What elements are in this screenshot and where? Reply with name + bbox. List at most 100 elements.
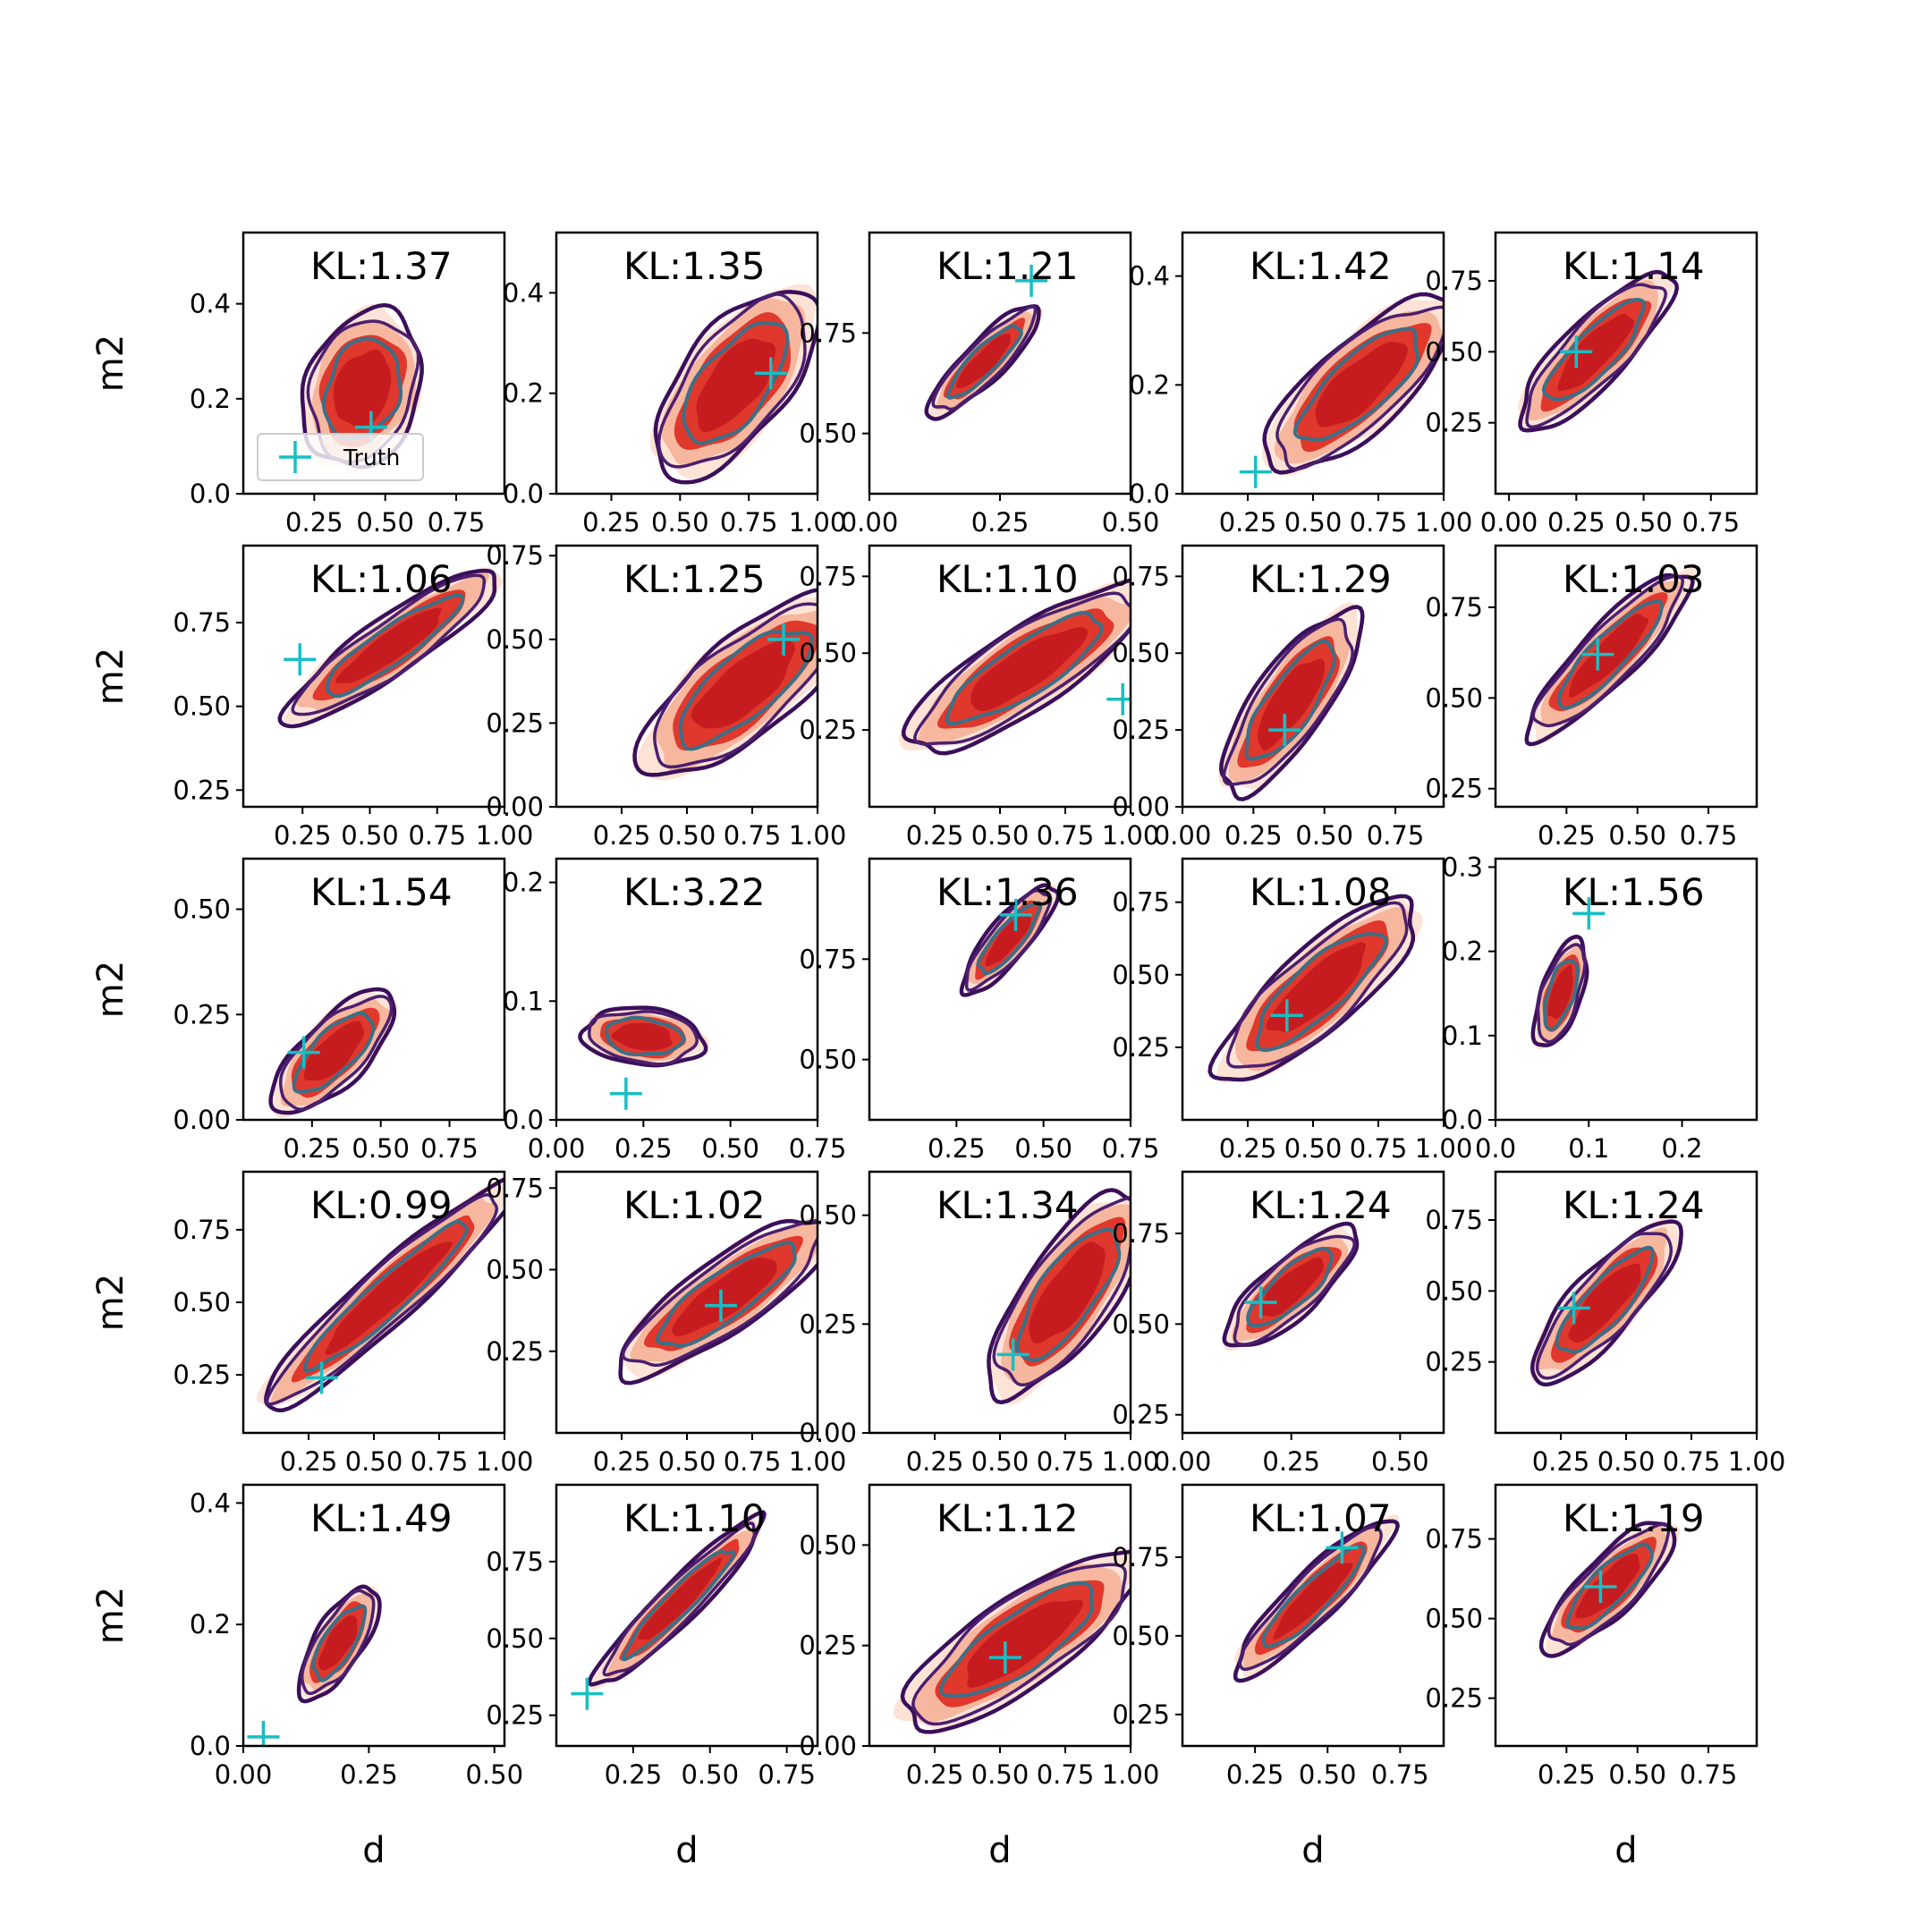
axes-frame bbox=[868, 857, 1132, 1122]
x-tick-label: 1.00 bbox=[1102, 1759, 1160, 1790]
contour-line bbox=[602, 1521, 757, 1677]
truth-marker bbox=[754, 357, 787, 390]
y-tick-label: 0.25 bbox=[173, 1360, 231, 1390]
axes-frame bbox=[242, 1483, 506, 1748]
y-axis-label: m2 bbox=[90, 961, 131, 1018]
y-tick-label: 0.25 bbox=[1425, 1347, 1483, 1377]
axes-frame bbox=[1494, 857, 1758, 1122]
density-fill bbox=[1029, 1241, 1106, 1344]
y-tick-label: 0.25 bbox=[1112, 1400, 1170, 1430]
x-tick-label: 0.25 bbox=[971, 507, 1030, 538]
x-tick-label: 0.50 bbox=[1284, 1133, 1343, 1164]
contour-line bbox=[1015, 1227, 1122, 1362]
y-tick-label: 0.0 bbox=[1129, 479, 1170, 509]
y-tick-label: 0.25 bbox=[486, 1336, 544, 1367]
contour-line bbox=[913, 591, 1131, 746]
y-tick-label: 0.50 bbox=[799, 1045, 857, 1075]
density-fill bbox=[691, 640, 795, 729]
x-tick-label: 0.75 bbox=[758, 1759, 816, 1790]
kl-annotation: KL:1.12 bbox=[936, 1496, 1079, 1540]
axes-frame bbox=[242, 544, 506, 809]
x-tick-label: 0.75 bbox=[1371, 1759, 1429, 1790]
y-tick-label: 0.00 bbox=[1112, 792, 1170, 822]
kl-annotation: KL:1.10 bbox=[623, 1496, 766, 1540]
density-layer bbox=[1208, 894, 1423, 1083]
x-tick-label: 0.00 bbox=[528, 1133, 586, 1164]
contour-line bbox=[1556, 599, 1664, 710]
x-tick-label: 0.50 bbox=[345, 1446, 403, 1477]
x-tick-label: 0.75 bbox=[1037, 1759, 1095, 1790]
y-tick-label: 0.4 bbox=[1129, 261, 1170, 292]
y-tick-label: 0.25 bbox=[173, 999, 231, 1030]
kl-annotation: KL:1.02 bbox=[623, 1183, 766, 1227]
contour-line bbox=[656, 1241, 797, 1348]
density-layer bbox=[649, 284, 818, 485]
truth-marker bbox=[571, 1677, 604, 1710]
legend-box bbox=[257, 433, 424, 481]
truth-marker bbox=[1560, 335, 1593, 369]
density-layer bbox=[1239, 292, 1444, 488]
density-fill bbox=[325, 1241, 453, 1355]
x-tick-label: 0.50 bbox=[1295, 820, 1353, 851]
x-tick-label: 0.25 bbox=[1538, 1759, 1596, 1790]
contour-line bbox=[1261, 1544, 1367, 1648]
contour-line bbox=[296, 1584, 382, 1704]
contour-line bbox=[945, 610, 1105, 725]
x-tick-label: 0.50 bbox=[1284, 507, 1343, 538]
density-fill bbox=[1557, 313, 1634, 392]
x-tick-label: 0.75 bbox=[724, 1446, 782, 1477]
density-layer bbox=[247, 1584, 382, 1746]
x-tick-label: 0.50 bbox=[1608, 1759, 1666, 1790]
truth-marker bbox=[767, 623, 801, 656]
y-tick-label: 0.0 bbox=[1442, 1105, 1483, 1135]
contour-line bbox=[653, 602, 818, 769]
density-fill bbox=[672, 1257, 777, 1336]
subplot-22: 0.25 0.50 0.75 0.25 0.50 0.75 KL:1.10 d bbox=[486, 1483, 819, 1871]
x-tick-label: 0.25 bbox=[593, 820, 651, 851]
density-layer bbox=[924, 264, 1048, 421]
kl-annotation: KL:1.10 bbox=[936, 557, 1079, 601]
kl-annotation: KL:1.37 bbox=[310, 244, 453, 288]
x-tick-label: 1.00 bbox=[1102, 820, 1160, 851]
density-fill bbox=[1547, 965, 1573, 1020]
y-tick-label: 0.00 bbox=[799, 1731, 857, 1761]
kl-annotation: KL:0.99 bbox=[310, 1183, 453, 1227]
x-axis-label: d bbox=[362, 1830, 385, 1871]
subplot-5: 0.00 0.25 0.50 0.75 0.25 0.50 0.75 KL:1.14 bbox=[1425, 231, 1758, 538]
contour-line bbox=[325, 593, 465, 699]
subplot-11: 0.25 0.50 0.75 0.00 0.25 0.50 KL:1.54 m2 bbox=[90, 857, 506, 1164]
x-tick-label: 0.25 bbox=[1219, 507, 1277, 538]
contour-line bbox=[1524, 572, 1695, 747]
truth-marker bbox=[1239, 455, 1272, 488]
y-tick-label: 0.0 bbox=[190, 1731, 231, 1761]
y-tick-label: 0.25 bbox=[486, 1700, 544, 1731]
density-fill bbox=[318, 1614, 358, 1671]
x-axis-label: d bbox=[1301, 1830, 1324, 1871]
truth-marker bbox=[287, 1036, 320, 1069]
truth-marker bbox=[1015, 264, 1048, 297]
y-tick-label: 0.50 bbox=[1425, 336, 1483, 367]
contour-line bbox=[587, 1510, 767, 1687]
x-axis-label: d bbox=[1614, 1830, 1637, 1871]
contour-line bbox=[302, 1219, 469, 1373]
x-tick-label: 0.25 bbox=[1538, 820, 1596, 851]
x-tick-label: 0.50 bbox=[971, 1759, 1030, 1790]
subplot-14: 0.25 0.50 0.75 1.000.250.500.75 KL:1.08 bbox=[1112, 857, 1472, 1164]
x-tick-label: 0.75 bbox=[1350, 1133, 1408, 1164]
x-tick-label: 0.25 bbox=[614, 1133, 673, 1164]
x-tick-label: 0.75 bbox=[789, 1133, 847, 1164]
x-tick-label: 0.75 bbox=[411, 1446, 469, 1477]
x-tick-label: 1.00 bbox=[1102, 1446, 1160, 1477]
density-fill bbox=[1258, 658, 1326, 750]
subplot-8: 0.25 0.50 0.75 1.000.250.500.75 KL:1.10 bbox=[799, 544, 1160, 851]
density-layer bbox=[1538, 1521, 1681, 1658]
x-tick-label: 0.50 bbox=[658, 1446, 716, 1477]
y-tick-label: 0.2 bbox=[503, 868, 544, 898]
x-tick-label: 0.25 bbox=[284, 1133, 342, 1164]
x-tick-label: 1.00 bbox=[1415, 507, 1473, 538]
y-tick-label: 0.00 bbox=[173, 1105, 231, 1135]
density-fill bbox=[970, 627, 1088, 712]
contour-line bbox=[1238, 1525, 1383, 1672]
density-layer bbox=[1222, 1221, 1360, 1352]
subplot-15: 0.0 0.1 0.2 0.0 0.1 0.2 0.3 KL:1.56 bbox=[1442, 852, 1758, 1164]
